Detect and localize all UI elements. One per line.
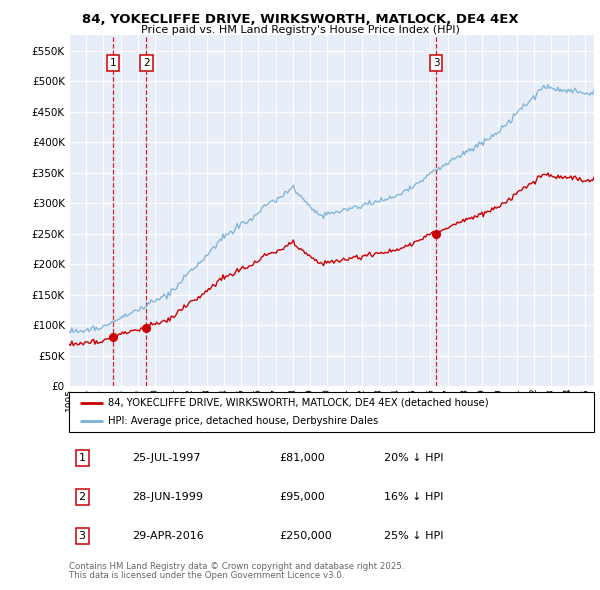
Text: 16% ↓ HPI: 16% ↓ HPI — [384, 492, 443, 502]
Text: 1: 1 — [79, 453, 86, 463]
Text: 20% ↓ HPI: 20% ↓ HPI — [384, 453, 443, 463]
Text: Price paid vs. HM Land Registry's House Price Index (HPI): Price paid vs. HM Land Registry's House … — [140, 25, 460, 35]
Text: £250,000: £250,000 — [279, 531, 332, 541]
Text: 25% ↓ HPI: 25% ↓ HPI — [384, 531, 443, 541]
Text: £95,000: £95,000 — [279, 492, 325, 502]
Text: HPI: Average price, detached house, Derbyshire Dales: HPI: Average price, detached house, Derb… — [109, 416, 379, 426]
Text: 84, YOKECLIFFE DRIVE, WIRKSWORTH, MATLOCK, DE4 4EX: 84, YOKECLIFFE DRIVE, WIRKSWORTH, MATLOC… — [82, 13, 518, 26]
Text: 2: 2 — [79, 492, 86, 502]
Text: 84, YOKECLIFFE DRIVE, WIRKSWORTH, MATLOCK, DE4 4EX (detached house): 84, YOKECLIFFE DRIVE, WIRKSWORTH, MATLOC… — [109, 398, 489, 408]
FancyBboxPatch shape — [69, 392, 594, 432]
Text: 29-APR-2016: 29-APR-2016 — [132, 531, 204, 541]
Text: 25-JUL-1997: 25-JUL-1997 — [132, 453, 200, 463]
Text: This data is licensed under the Open Government Licence v3.0.: This data is licensed under the Open Gov… — [69, 571, 344, 580]
Text: 3: 3 — [433, 58, 439, 68]
Text: £81,000: £81,000 — [279, 453, 325, 463]
Text: 3: 3 — [79, 531, 86, 541]
Text: 28-JUN-1999: 28-JUN-1999 — [132, 492, 203, 502]
Text: Contains HM Land Registry data © Crown copyright and database right 2025.: Contains HM Land Registry data © Crown c… — [69, 562, 404, 571]
Text: 2: 2 — [143, 58, 149, 68]
Text: 1: 1 — [110, 58, 116, 68]
